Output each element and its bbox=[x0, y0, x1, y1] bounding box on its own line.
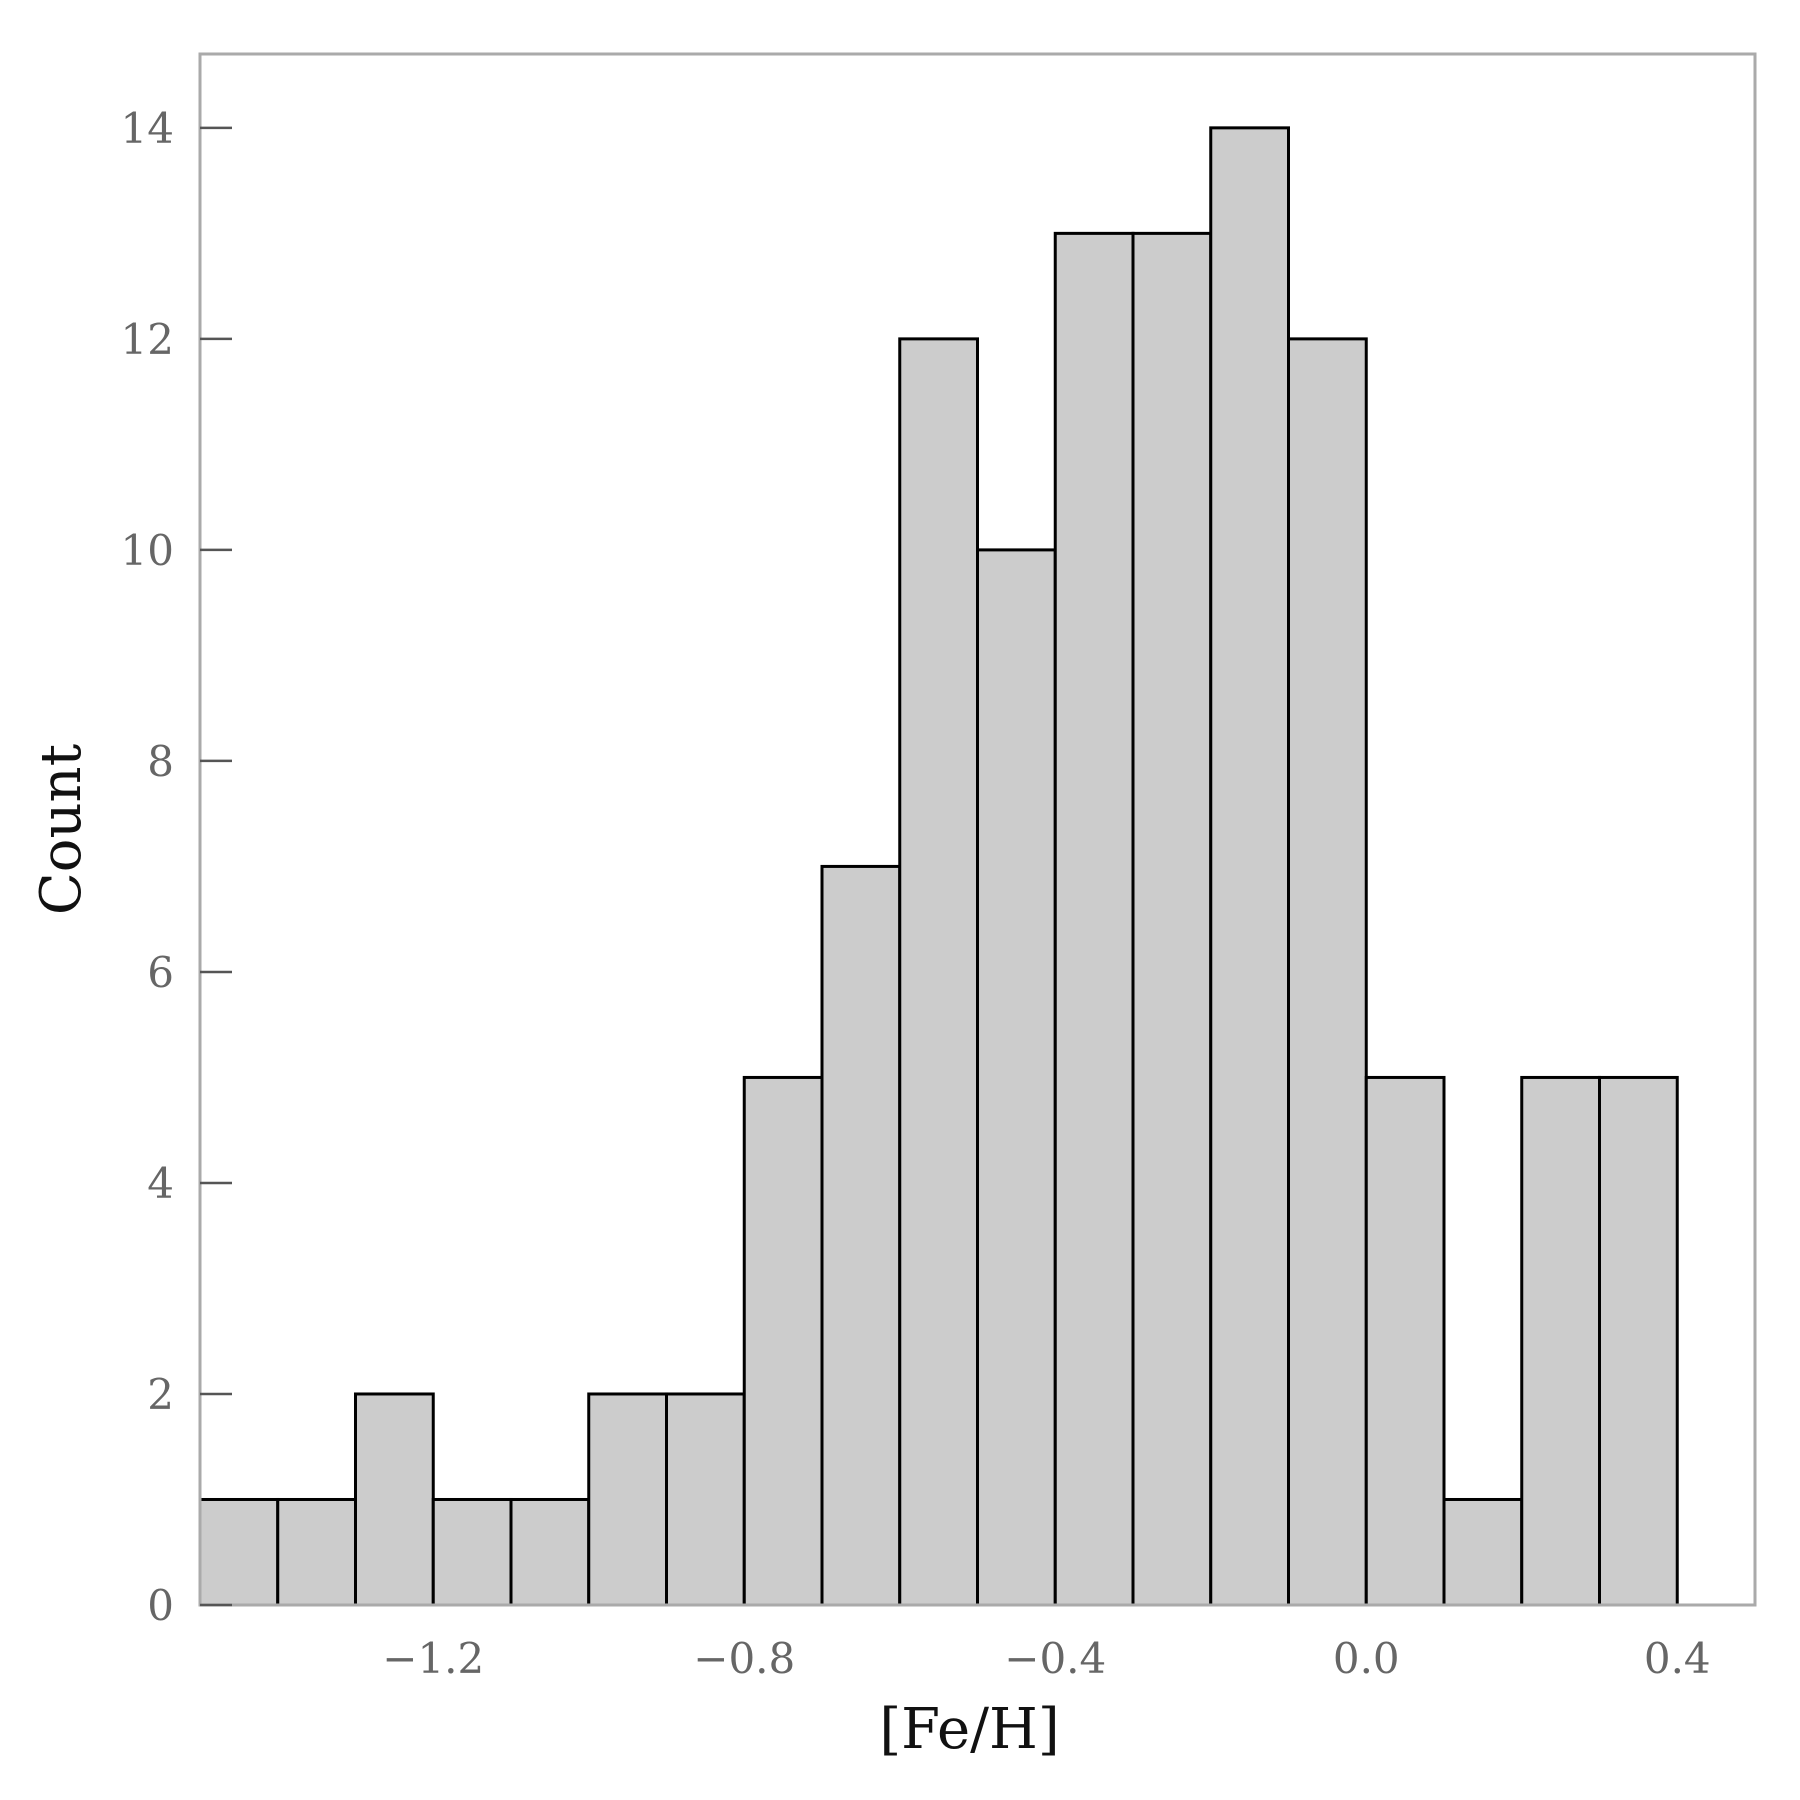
histogram-bar bbox=[820, 864, 902, 1607]
histogram-bar bbox=[587, 1392, 668, 1607]
x-tick-label: −1.2 bbox=[382, 1634, 484, 1683]
histogram-bar bbox=[509, 1497, 591, 1607]
histogram-bar bbox=[1598, 1075, 1679, 1607]
histogram-bar bbox=[665, 1392, 746, 1607]
y-ticks-group: 0 2 4 6 8 10 12 14 bbox=[121, 104, 232, 1630]
plot-frame bbox=[198, 52, 1757, 1607]
x-ticks-group: −1.2 −0.8 −0.4 0.0 0.4 bbox=[382, 1634, 1710, 1683]
x-tick-label: 0.4 bbox=[1644, 1634, 1711, 1683]
x-axis-label: [Fe/H] bbox=[879, 1697, 1059, 1762]
x-tick-label: −0.4 bbox=[1004, 1634, 1106, 1683]
x-tick-label: −0.8 bbox=[693, 1634, 795, 1683]
histogram-bar bbox=[1364, 1075, 1446, 1607]
histogram-bar bbox=[898, 337, 979, 1607]
histogram-bar bbox=[354, 1392, 435, 1607]
y-tick-label: 10 bbox=[121, 526, 174, 575]
y-tick-label: 12 bbox=[121, 315, 174, 364]
histogram-bar bbox=[276, 1497, 357, 1607]
y-tick-label: 6 bbox=[147, 948, 174, 997]
histogram-bar bbox=[1287, 337, 1368, 1607]
y-tick-label: 2 bbox=[147, 1370, 174, 1419]
histogram-bar bbox=[431, 1497, 513, 1607]
histogram-bar bbox=[198, 1497, 280, 1607]
x-tick-label: 0.0 bbox=[1333, 1634, 1400, 1683]
histogram-bar bbox=[1053, 231, 1135, 1607]
y-tick-label: 14 bbox=[121, 104, 174, 153]
histogram-bar bbox=[742, 1075, 824, 1607]
y-tick-label: 8 bbox=[147, 737, 174, 786]
histogram-bar bbox=[1209, 126, 1290, 1607]
histogram-bar bbox=[976, 548, 1057, 1607]
histogram-bar bbox=[1520, 1075, 1601, 1607]
histogram-bar bbox=[1442, 1497, 1524, 1607]
y-tick-label: 4 bbox=[147, 1159, 174, 1208]
y-tick-label: 0 bbox=[147, 1581, 174, 1630]
bars-group bbox=[198, 126, 1679, 1607]
histogram-bar bbox=[1131, 231, 1213, 1607]
y-axis-label: Count bbox=[29, 743, 94, 915]
